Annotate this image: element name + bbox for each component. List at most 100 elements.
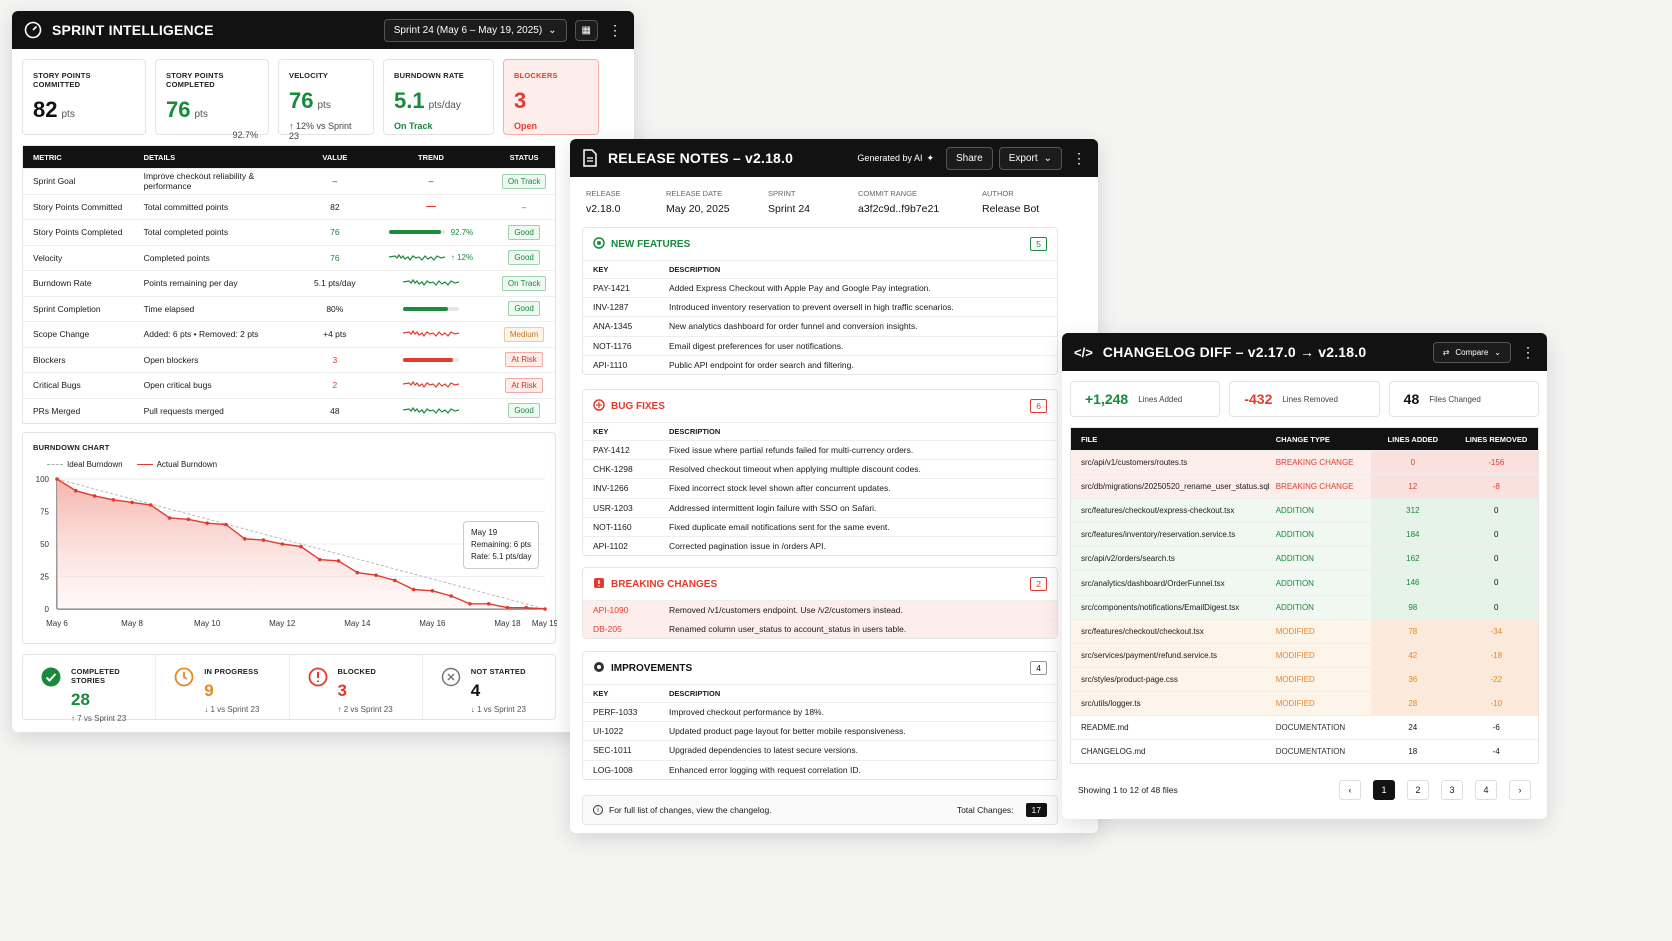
file-path[interactable]: src/features/inventory/reservation.servi… xyxy=(1081,530,1236,540)
sprint-selector[interactable]: Sprint 24 (May 6 – May 19, 2025) ⌄ xyxy=(383,18,567,42)
prev-page-button[interactable]: ‹ xyxy=(1339,780,1361,801)
change-row[interactable]: API-1102 Corrected pagination issue in /o… xyxy=(583,535,1057,555)
metric-row[interactable]: Blockers Open blockers 3 At Risk xyxy=(23,346,555,373)
file-path[interactable]: src/components/notifications/EmailDigest… xyxy=(1081,602,1240,612)
change-row[interactable]: DB-205 Renamed column user_status to acco… xyxy=(583,619,1057,639)
file-row[interactable]: src/services/payment/refund.service.ts MO… xyxy=(1071,642,1538,667)
change-type: ADDITION xyxy=(1275,602,1314,612)
file-row[interactable]: src/api/v1/customers/routes.ts BREAKING C… xyxy=(1071,450,1538,475)
change-row[interactable]: API-1110 Public API endpoint for order se… xyxy=(583,354,1057,374)
sparkle-icon: ✦ xyxy=(926,152,935,163)
metric-row[interactable]: PRs Merged Pull requests merged 48 Good xyxy=(23,397,555,424)
file-row[interactable]: CHANGELOG.md DOCUMENTATION 18 -4 xyxy=(1071,739,1538,764)
change-row[interactable]: PERF-1033 Improved checkout performance b… xyxy=(583,702,1057,721)
page-button[interactable]: 2 xyxy=(1407,780,1429,801)
file-path[interactable]: src/utils/logger.ts xyxy=(1081,698,1141,708)
next-page-button[interactable]: › xyxy=(1509,780,1531,801)
change-row[interactable]: NOT-1176 Email digest preferences for use… xyxy=(583,335,1057,355)
status-badge: Good xyxy=(508,301,540,317)
change-row[interactable]: UI-1022 Updated product page layout for b… xyxy=(583,721,1057,740)
file-path[interactable]: src/styles/product-page.css xyxy=(1081,674,1178,684)
change-key[interactable]: API-1102 xyxy=(593,541,628,552)
change-key[interactable]: PAY-1421 xyxy=(593,283,630,294)
change-key[interactable]: DB-205 xyxy=(593,624,622,635)
metric-value: 80% xyxy=(326,303,344,314)
change-key[interactable]: SEC-1011 xyxy=(593,745,632,756)
change-row[interactable]: PAY-1421 Added Express Checkout with Appl… xyxy=(583,278,1057,297)
x-tick-label: May 16 xyxy=(419,619,446,628)
file-row[interactable]: src/styles/product-page.css MODIFIED 36 -22 xyxy=(1071,666,1538,691)
change-key[interactable]: CHK-1298 xyxy=(593,464,633,475)
change-key[interactable]: ANA-1345 xyxy=(593,321,633,332)
change-row[interactable]: NOT-1160 Fixed duplicate email notificati… xyxy=(583,516,1057,536)
share-button[interactable]: Share xyxy=(946,146,993,170)
change-row[interactable]: LOG-1008 Enhanced error logging with requ… xyxy=(583,759,1057,779)
file-row[interactable]: src/db/migrations/20250520_rename_user_s… xyxy=(1071,474,1538,499)
file-path[interactable]: src/api/v1/customers/routes.ts xyxy=(1081,458,1188,468)
change-key[interactable]: INV-1287 xyxy=(593,302,629,313)
change-key[interactable]: UI-1022 xyxy=(593,726,624,737)
change-key[interactable]: NOT-1160 xyxy=(593,521,632,532)
change-row[interactable]: API-1090 Removed /v1/customers endpoint. … xyxy=(583,600,1057,620)
file-path[interactable]: src/analytics/dashboard/OrderFunnel.tsx xyxy=(1081,578,1225,588)
file-path[interactable]: src/features/checkout/express-checkout.t… xyxy=(1081,506,1235,516)
change-key[interactable]: LOG-1008 xyxy=(593,764,633,775)
page-button[interactable]: 1 xyxy=(1373,780,1395,801)
change-key[interactable]: NOT-1176 xyxy=(593,340,632,351)
metric-row[interactable]: Critical Bugs Open critical bugs 2 At Risk xyxy=(23,372,555,398)
calendar-button[interactable]: ▦ xyxy=(574,19,598,41)
change-key[interactable]: API-1090 xyxy=(593,605,629,616)
more-options-icon[interactable]: ⋮ xyxy=(1521,344,1535,360)
change-row[interactable]: USR-1203 Addressed intermittent login fai… xyxy=(583,497,1057,517)
sprint-intelligence-panel: SPRINT INTELLIGENCE Sprint 24 (May 6 – M… xyxy=(12,11,634,732)
change-row[interactable]: SEC-1011 Upgraded dependencies to latest … xyxy=(583,740,1057,759)
file-path[interactable]: CHANGELOG.md xyxy=(1081,747,1146,757)
trend-bar xyxy=(402,306,459,311)
legend-actual: Actual Burndown xyxy=(136,460,217,469)
meta-field: SPRINT Sprint 24 xyxy=(768,189,858,215)
file-path[interactable]: src/services/payment/refund.service.ts xyxy=(1081,650,1218,660)
file-row[interactable]: README.md DOCUMENTATION 24 -6 xyxy=(1071,715,1538,740)
change-row[interactable]: ANA-1345 New analytics dashboard for orde… xyxy=(583,316,1057,335)
file-path[interactable]: src/db/migrations/20250520_rename_user_s… xyxy=(1081,482,1270,492)
page-button[interactable]: 4 xyxy=(1475,780,1497,801)
change-row[interactable]: PAY-1412 Fixed issue where partial refund… xyxy=(583,440,1057,459)
change-row[interactable]: INV-1266 Fixed incorrect stock level show… xyxy=(583,478,1057,497)
metric-row[interactable]: Velocity Completed points 76 ↑ 12% Good xyxy=(23,244,555,271)
file-path[interactable]: README.md xyxy=(1081,723,1129,733)
file-row[interactable]: src/features/checkout/express-checkout.t… xyxy=(1071,498,1538,523)
page-button[interactable]: 3 xyxy=(1441,780,1463,801)
file-row[interactable]: src/api/v2/orders/search.ts ADDITION 162 0 xyxy=(1071,546,1538,571)
metric-row[interactable]: Sprint Completion Time elapsed 80% Good xyxy=(23,295,555,322)
file-row[interactable]: src/features/checkout/checkout.tsx MODIFI… xyxy=(1071,618,1538,643)
more-options-icon[interactable]: ⋮ xyxy=(608,22,622,38)
metric-row[interactable]: Story Points Completed Total completed po… xyxy=(23,219,555,245)
clock-icon xyxy=(174,667,194,719)
change-key[interactable]: INV-1266 xyxy=(593,483,629,494)
file-path[interactable]: src/features/checkout/checkout.tsx xyxy=(1081,626,1204,636)
change-row[interactable]: CHK-1298 Resolved checkout timeout when a… xyxy=(583,459,1057,478)
file-row[interactable]: src/features/inventory/reservation.servi… xyxy=(1071,522,1538,547)
export-button[interactable]: Export ⌄ xyxy=(998,146,1062,170)
metric-row[interactable]: Sprint Goal Improve checkout reliability … xyxy=(23,168,555,194)
footer-note[interactable]: For full list of changes, view the chang… xyxy=(609,805,772,815)
change-key[interactable]: USR-1203 xyxy=(593,502,633,513)
tooltip-remaining: Remaining: 6 pts xyxy=(471,540,532,549)
metric-row[interactable]: Burndown Rate Points remaining per day 5.1… xyxy=(23,270,555,296)
metric-row[interactable]: Scope Change Added: 6 pts • Removed: 2 pt… xyxy=(23,321,555,347)
file-path[interactable]: src/api/v2/orders/search.ts xyxy=(1081,554,1175,564)
compare-button[interactable]: ⇄ Compare ⌄ xyxy=(1432,341,1511,363)
metric-status: Good xyxy=(493,224,555,240)
change-row[interactable]: INV-1287 Introduced inventory reservation… xyxy=(583,297,1057,316)
metric-row[interactable]: Story Points Committed Total committed po… xyxy=(23,193,555,220)
file-row[interactable]: src/utils/logger.ts MODIFIED 28 -10 xyxy=(1071,690,1538,716)
change-key[interactable]: PERF-1033 xyxy=(593,707,638,718)
more-options-icon[interactable]: ⋮ xyxy=(1072,150,1086,166)
lines-added: 42 xyxy=(1371,643,1455,667)
release-section: BUG FIXES 6 KEY DESCRIPTION PAY-1412 Fixed is… xyxy=(582,389,1058,557)
sparkline xyxy=(402,381,459,389)
change-key[interactable]: PAY-1412 xyxy=(593,445,630,456)
file-row[interactable]: src/components/notifications/EmailDigest… xyxy=(1071,594,1538,619)
change-key[interactable]: API-1110 xyxy=(593,359,628,370)
file-row[interactable]: src/analytics/dashboard/OrderFunnel.tsx A… xyxy=(1071,570,1538,595)
